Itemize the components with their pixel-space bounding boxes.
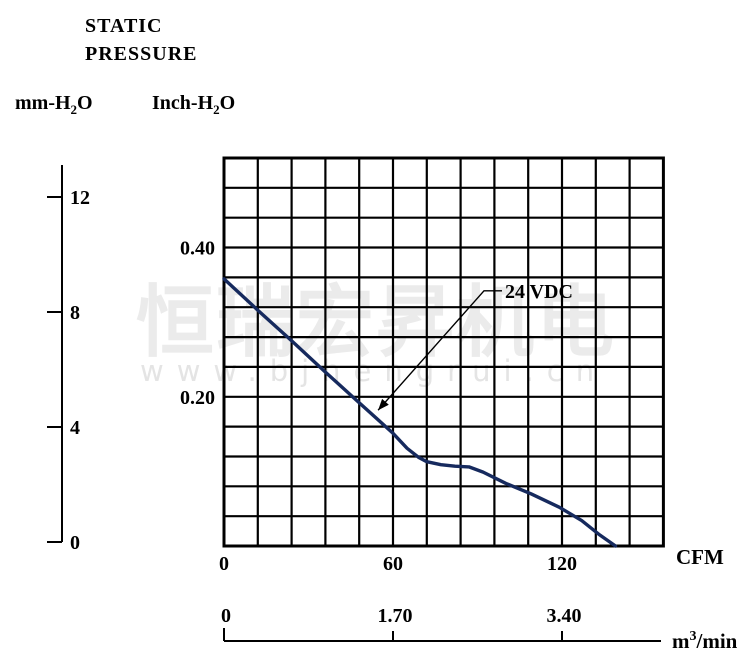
mm-tick-label: 12 [70,187,90,209]
inch-unit-sub: 2 [213,102,220,117]
mm-tick-label: 4 [70,417,80,439]
inch-tick-label: 0.40 [180,238,215,260]
watermark-cjk-text: 恒瑞宏昇机电 [136,278,617,368]
cfm-tick-label: 120 [547,553,577,575]
curve-24vdc [222,277,618,548]
cfm-tick-label: 0 [219,553,229,575]
m3min-tick-label: 0 [221,605,231,627]
mm-tick-label: 0 [70,532,80,554]
annotation-label-24vdc: 24 VDC [505,281,573,303]
cfm-tick-label: 60 [383,553,403,575]
cfm-axis-label: CFM [676,545,724,569]
watermark-url-text: www.bjhengrui.cn [140,354,608,388]
mm-h2o-unit-label: mm-H2O [15,92,93,118]
grid-lines [222,156,665,548]
plot-border [222,156,665,548]
inch-tick-label: 0.20 [180,387,215,409]
mm-unit-sub: 2 [70,102,78,117]
annotation-arrowhead [378,398,389,411]
mm-unit-post: O [77,92,93,114]
m3min-axis-label: m3/min [672,629,738,653]
inch-h2o-unit-label: Inch-H2O [152,92,235,118]
inch-unit-post: O [219,92,236,114]
m3min-tick-label: 1.70 [378,605,413,627]
chart-title-line1: STATIC [85,15,163,37]
mm-unit-pre: mm-H [15,92,71,114]
annotation-leader-line [377,290,502,411]
chart-title-line2: PRESSURE [85,43,198,65]
inch-unit-pre: Inch-H [152,92,214,114]
m3min-tick-label: 3.40 [547,605,582,627]
mm-tick-label: 8 [70,302,80,324]
chart-title: STATIC PRESSURE [85,12,197,68]
